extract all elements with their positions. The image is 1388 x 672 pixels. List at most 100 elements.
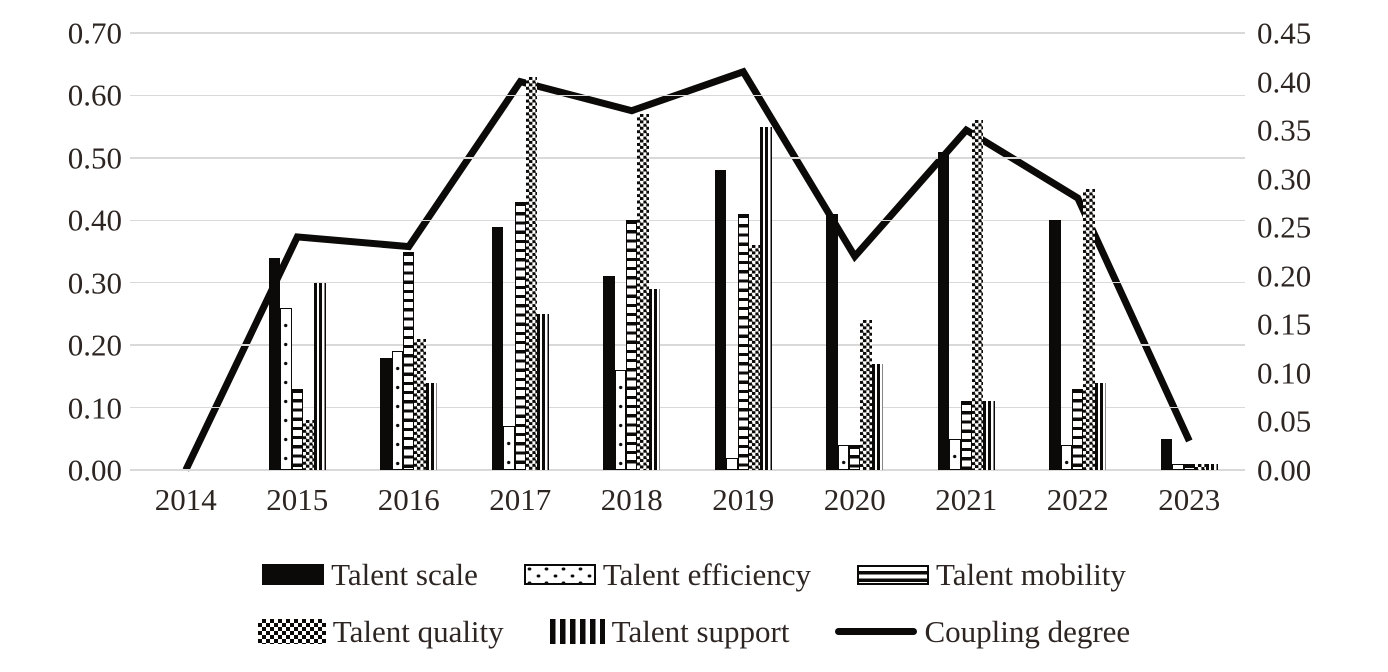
bar-talent-mobility-2018 xyxy=(626,220,638,470)
bar-talent-quality-2018 xyxy=(637,114,649,470)
legend-item-talent-mobility: Talent mobility xyxy=(857,556,1126,593)
bar-talent-quality-2020 xyxy=(860,320,872,470)
bar-talent-scale-2020 xyxy=(826,214,838,470)
right-axis: 0.45 0.40 0.35 0.30 0.25 0.20 0.15 0.10 0.05 0.00 xyxy=(1257,18,1382,486)
bar-talent-mobility-2015 xyxy=(291,388,303,470)
year-label-2023: 2023 xyxy=(1158,482,1221,517)
bar-talent-efficiency-2017 xyxy=(503,426,515,470)
legend-row-1: Talent scale Talent efficiency Talent mobi… xyxy=(0,556,1388,593)
gridline-0.50 xyxy=(130,157,1245,159)
left-axis-tick-0.30: 0.30 xyxy=(67,265,122,301)
legend-label-talent-support: Talent support xyxy=(611,614,790,649)
left-axis: 0.70 0.60 0.50 0.40 0.30 0.20 0.10 0.00 xyxy=(0,18,122,486)
legend-item-talent-support: Talent support xyxy=(549,613,790,650)
bar-talent-quality-2023 xyxy=(1194,463,1207,470)
bar-talent-scale-2016 xyxy=(380,357,392,470)
legend-item-coupling-degree: Coupling degree xyxy=(835,613,1130,650)
bar-talent-mobility-2022 xyxy=(1072,388,1084,470)
left-axis-tick-0.60: 0.60 xyxy=(67,77,122,113)
bar-talent-efficiency-2021 xyxy=(949,438,961,470)
gridline-0.60 xyxy=(130,94,1245,97)
left-axis-tick-0.10: 0.10 xyxy=(67,390,122,426)
bar-talent-support-2021 xyxy=(983,401,995,470)
legend-swatch-coupling-degree xyxy=(835,628,918,636)
left-axis-tick-0.40: 0.40 xyxy=(67,202,122,238)
legend-swatch-talent-efficiency xyxy=(523,564,596,586)
bar-talent-mobility-2016 xyxy=(403,251,415,470)
year-label-2016: 2016 xyxy=(377,482,440,517)
right-axis-tick-0.20: 0.20 xyxy=(1257,258,1312,294)
right-axis-tick-0.05: 0.05 xyxy=(1257,403,1312,439)
bar-talent-mobility-2023 xyxy=(1183,463,1195,470)
gridline-0.20 xyxy=(130,344,1245,346)
gridline-0.00 xyxy=(130,469,1245,471)
bar-talent-scale-2018 xyxy=(603,276,615,470)
bar-talent-scale-2017 xyxy=(491,226,504,470)
right-axis-tick-0.45: 0.45 xyxy=(1257,15,1312,51)
bar-talent-support-2018 xyxy=(648,288,661,470)
bar-talent-mobility-2017 xyxy=(514,201,526,470)
bar-talent-efficiency-2015 xyxy=(280,307,292,470)
gridline-0.40 xyxy=(130,219,1245,222)
year-label-2019: 2019 xyxy=(712,482,775,517)
legend-row-2: Talent quality Talent support Coupling deg… xyxy=(0,613,1388,650)
legend-label-talent-scale: Talent scale xyxy=(331,557,478,592)
bar-talent-efficiency-2018 xyxy=(614,370,627,470)
right-axis-tick-0.25: 0.25 xyxy=(1257,209,1312,245)
legend-swatch-talent-quality xyxy=(257,619,326,645)
legend-item-talent-scale: Talent scale xyxy=(262,556,478,593)
bar-talent-quality-2022 xyxy=(1083,189,1095,470)
line-coupling-degree xyxy=(182,67,1193,472)
right-axis-tick-0.35: 0.35 xyxy=(1257,112,1312,148)
year-label-2015: 2015 xyxy=(266,482,329,517)
left-axis-tick-0.70: 0.70 xyxy=(67,15,122,51)
bar-talent-support-2022 xyxy=(1094,382,1107,470)
left-axis-tick-0.20: 0.20 xyxy=(67,327,122,363)
bar-talent-quality-2021 xyxy=(971,120,984,470)
bar-talent-quality-2015 xyxy=(302,420,315,470)
gridline-0.70 xyxy=(130,32,1245,34)
gridline-0.10 xyxy=(130,406,1245,409)
bar-talent-efficiency-2022 xyxy=(1060,445,1073,470)
bar-talent-mobility-2020 xyxy=(849,445,861,470)
bar-talent-scale-2019 xyxy=(714,170,727,470)
year-label-2020: 2020 xyxy=(823,482,886,517)
x-axis: 2014 2015 2016 2017 2018 2019 2020 2021 2022 2023 xyxy=(130,484,1245,524)
left-axis-tick-0.50: 0.50 xyxy=(67,140,122,176)
bar-talent-mobility-2019 xyxy=(737,214,749,470)
bar-talent-quality-2019 xyxy=(748,245,761,470)
year-label-2021: 2021 xyxy=(935,482,998,517)
bar-talent-scale-2023 xyxy=(1160,438,1173,470)
bar-talent-support-2017 xyxy=(537,313,549,470)
legend-label-coupling-degree: Coupling degree xyxy=(924,614,1131,649)
right-axis-tick-0.30: 0.30 xyxy=(1257,161,1312,197)
legend-label-talent-quality: Talent quality xyxy=(332,614,504,649)
legend-label-talent-mobility: Talent mobility xyxy=(936,557,1126,592)
legend-item-talent-efficiency: Talent efficiency xyxy=(523,556,811,593)
bar-talent-efficiency-2019 xyxy=(726,457,738,470)
year-label-2017: 2017 xyxy=(489,482,552,517)
bar-talent-support-2016 xyxy=(425,382,438,470)
bar-talent-support-2023 xyxy=(1206,463,1218,470)
year-label-2014: 2014 xyxy=(154,482,217,517)
bar-talent-efficiency-2020 xyxy=(837,445,850,470)
bar-talent-scale-2022 xyxy=(1049,220,1061,470)
year-label-2022: 2022 xyxy=(1046,482,1109,517)
bar-talent-support-2020 xyxy=(871,363,884,470)
bar-talent-quality-2017 xyxy=(525,76,538,470)
bar-talent-scale-2021 xyxy=(937,151,950,470)
right-axis-tick-0.00: 0.00 xyxy=(1257,452,1312,488)
bar-talent-scale-2015 xyxy=(268,257,281,470)
bar-talent-efficiency-2016 xyxy=(391,351,404,470)
legend-item-talent-quality: Talent quality xyxy=(257,613,504,650)
right-axis-tick-0.15: 0.15 xyxy=(1257,306,1312,342)
plot-area xyxy=(130,32,1245,472)
left-axis-tick-0.00: 0.00 xyxy=(67,452,122,488)
legend-swatch-talent-scale xyxy=(262,564,325,586)
bar-talent-quality-2016 xyxy=(414,338,426,470)
bar-talent-mobility-2021 xyxy=(960,401,972,470)
legend-swatch-talent-support xyxy=(549,619,605,645)
right-axis-tick-0.40: 0.40 xyxy=(1257,64,1312,100)
bar-talent-support-2015 xyxy=(314,282,326,470)
